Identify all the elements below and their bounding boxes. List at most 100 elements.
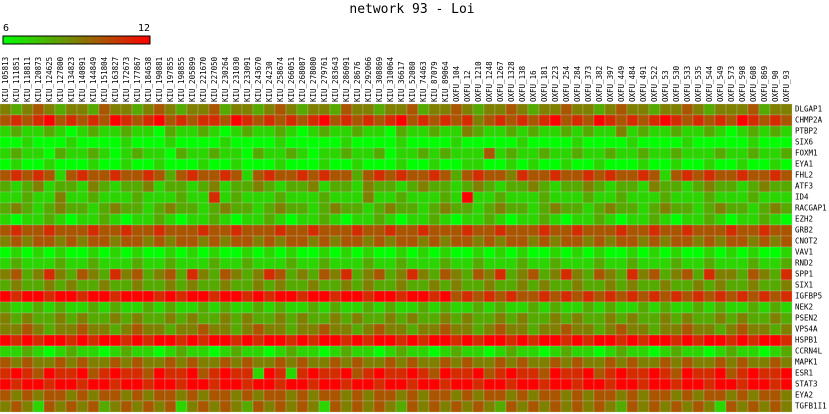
- heat-cell: [87, 268, 100, 281]
- heat-cell: [714, 356, 727, 369]
- heat-cell: [384, 169, 397, 182]
- heat-cell: [241, 103, 254, 116]
- row-label: CHMP2A: [795, 116, 823, 125]
- row-label: SPP1: [795, 270, 813, 279]
- heat-cell: [340, 367, 353, 380]
- heat-cell: [98, 202, 111, 215]
- heat-cell: [714, 290, 727, 303]
- heat-cell: [76, 389, 89, 402]
- heat-cell: [472, 400, 485, 413]
- heat-cell: [54, 378, 67, 391]
- column-label: OXFU_544: [705, 65, 714, 102]
- heat-cell: [329, 235, 342, 248]
- heat-cell: [142, 125, 155, 138]
- heat-cell: [582, 191, 595, 204]
- heat-cell: [714, 224, 727, 237]
- heat-cell: [758, 147, 771, 160]
- heat-cell: [560, 389, 573, 402]
- heat-cell: [670, 290, 683, 303]
- heat-cell: [230, 323, 243, 336]
- heat-cell: [714, 389, 727, 402]
- heat-cell: [450, 301, 463, 314]
- heat-cell: [637, 301, 650, 314]
- heat-cell: [252, 334, 265, 347]
- heat-cell: [307, 125, 320, 138]
- heat-cell: [43, 312, 56, 325]
- heat-cell: [351, 213, 364, 226]
- heat-cell: [0, 235, 12, 248]
- heat-cell: [384, 180, 397, 193]
- heat-cell: [351, 180, 364, 193]
- column-label: KIU_197855: [166, 57, 175, 102]
- heat-cell: [450, 356, 463, 369]
- heat-cell: [43, 191, 56, 204]
- heat-cell: [670, 103, 683, 116]
- heat-cell: [428, 257, 441, 270]
- heat-cell: [692, 279, 705, 292]
- heat-cell: [417, 224, 430, 237]
- column-label: OXFU_573: [727, 66, 736, 102]
- heat-cell: [560, 334, 573, 347]
- heat-cell: [527, 367, 540, 380]
- heat-cell: [186, 323, 199, 336]
- heat-cell: [483, 147, 496, 160]
- heat-cell: [307, 367, 320, 380]
- heat-cell: [439, 158, 452, 171]
- heat-cell: [769, 202, 782, 215]
- heat-cell: [615, 125, 628, 138]
- heat-cell: [648, 147, 661, 160]
- heat-cell: [714, 312, 727, 325]
- heat-cell: [219, 257, 232, 270]
- heat-cell: [516, 224, 529, 237]
- heat-cell: [681, 246, 694, 259]
- heat-cell: [439, 345, 452, 358]
- heat-cell: [472, 279, 485, 292]
- heat-cell: [582, 279, 595, 292]
- heat-cell: [340, 224, 353, 237]
- chart-title: network 93 - Loi: [349, 2, 474, 17]
- heat-cell: [131, 301, 144, 314]
- heat-cell: [10, 136, 23, 149]
- heat-cell: [549, 279, 562, 292]
- heat-cell: [428, 213, 441, 226]
- heat-cell: [593, 334, 606, 347]
- heat-cell: [186, 103, 199, 116]
- heat-cell: [241, 389, 254, 402]
- heat-cell: [670, 147, 683, 160]
- heat-cell: [274, 147, 287, 160]
- heat-cell: [340, 202, 353, 215]
- heat-cell: [175, 136, 188, 149]
- heat-cell: [780, 279, 793, 292]
- heat-cell: [395, 301, 408, 314]
- heat-cell: [197, 147, 210, 160]
- heat-cell: [461, 367, 474, 380]
- heat-cell: [439, 125, 452, 138]
- heat-cell: [241, 169, 254, 182]
- heat-cell: [175, 389, 188, 402]
- heat-cell: [571, 356, 584, 369]
- heat-cell: [263, 246, 276, 259]
- heat-cell: [582, 246, 595, 259]
- heat-cell: [714, 378, 727, 391]
- heat-cell: [714, 301, 727, 314]
- heat-cell: [252, 114, 265, 127]
- heat-cell: [307, 389, 320, 402]
- heat-cell: [516, 158, 529, 171]
- heat-cell: [659, 136, 672, 149]
- heat-cell: [54, 103, 67, 116]
- heat-cell: [318, 147, 331, 160]
- heat-cell: [120, 290, 133, 303]
- heat-cell: [87, 202, 100, 215]
- heat-cell: [439, 400, 452, 413]
- heat-cell: [307, 378, 320, 391]
- heat-cell: [131, 389, 144, 402]
- heat-cell: [208, 235, 221, 248]
- heat-cell: [43, 202, 56, 215]
- heat-cell: [98, 246, 111, 259]
- heat-cell: [582, 367, 595, 380]
- heat-cell: [483, 224, 496, 237]
- heat-cell: [450, 180, 463, 193]
- heat-cell: [307, 224, 320, 237]
- heat-cell: [604, 158, 617, 171]
- heat-cell: [582, 268, 595, 281]
